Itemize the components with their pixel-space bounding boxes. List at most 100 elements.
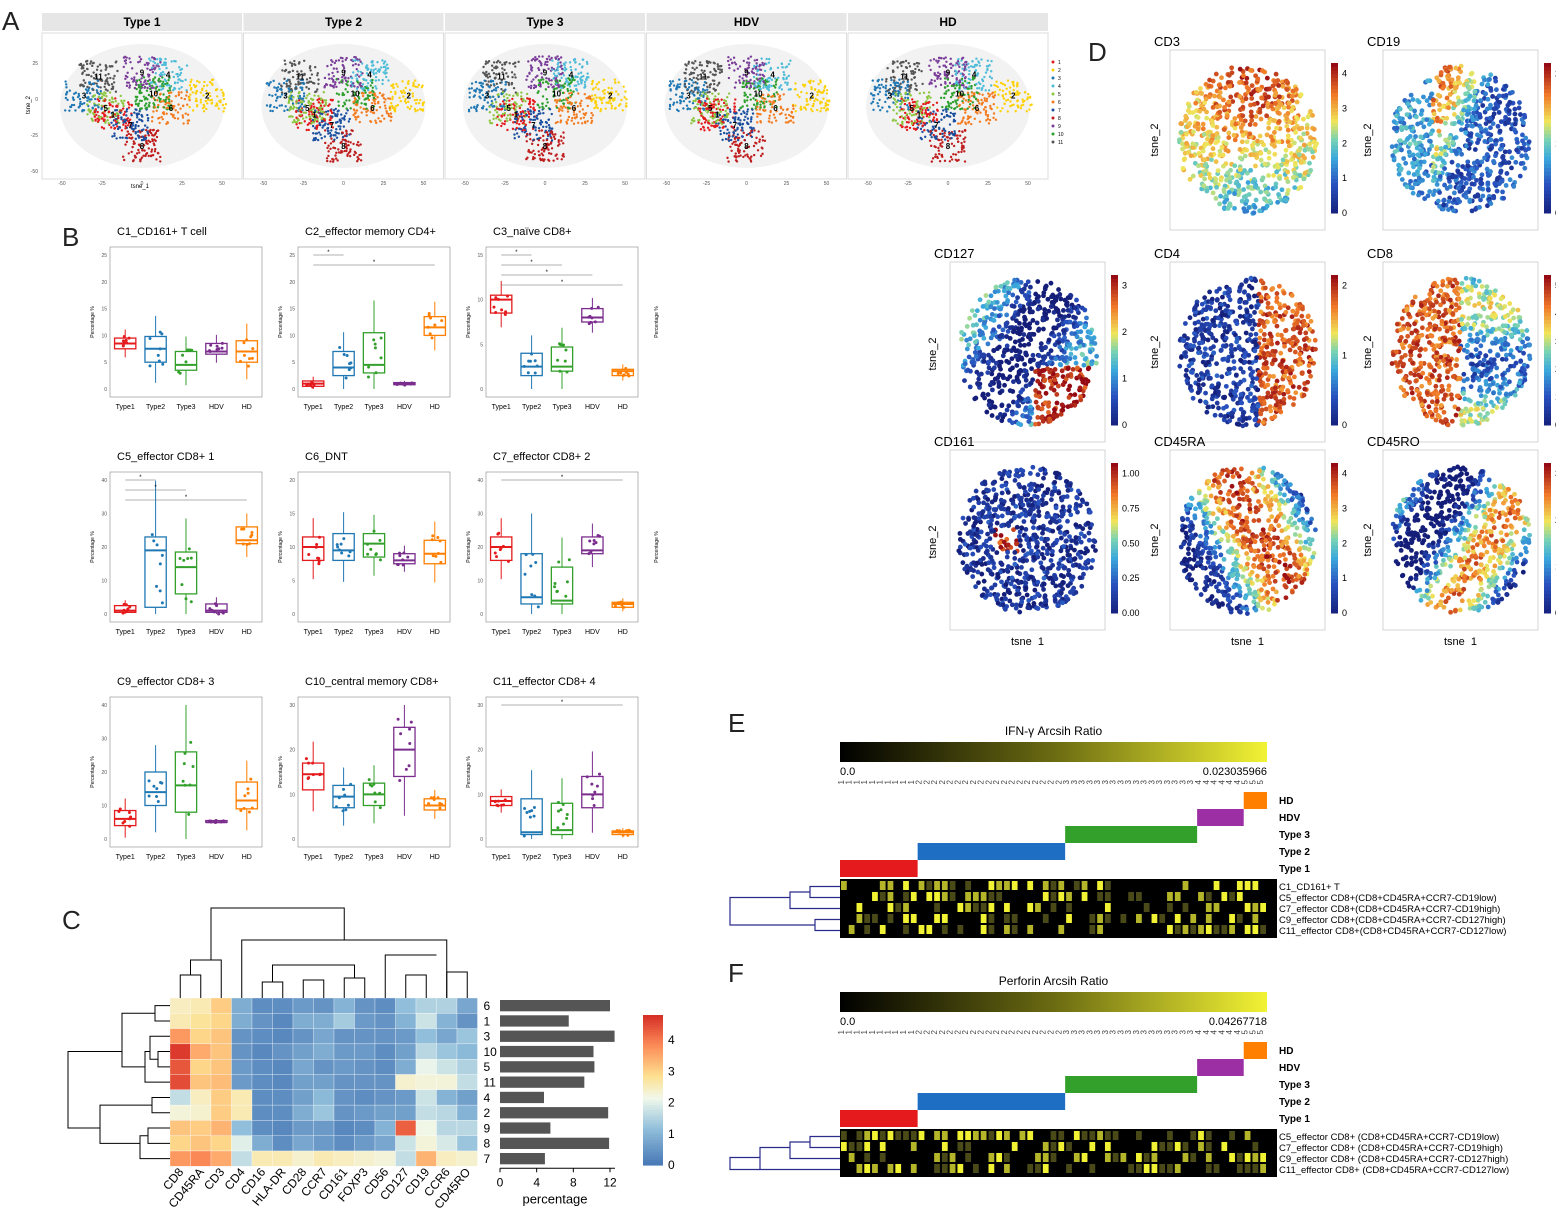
tsne-point [146,116,150,120]
tsne-point [672,84,676,87]
tsne-point [360,92,364,95]
tsne-point [329,84,332,87]
tsne-point [541,105,544,108]
tsne-point [327,150,330,153]
data-point [221,611,225,615]
tsne-point [167,101,171,105]
tsne-point [334,81,337,84]
tsne-point [717,112,720,115]
tsne-point [144,102,148,105]
tsne-point [341,93,344,97]
tsne-point [755,62,758,65]
x-tick-label: 0 [544,181,547,187]
tsne-point [297,99,301,102]
tsne-point [107,110,111,114]
x-tick-label: 25 [381,181,387,187]
tsne-point [164,57,167,61]
tsne-point [501,67,504,70]
tsne-point [385,75,388,79]
tsne-point [383,104,387,107]
tsne-point [488,75,492,78]
tsne-point [221,103,225,107]
tsne-point [775,91,778,94]
tsne-point [707,97,711,101]
tsne-point [552,135,556,138]
tsne-point [132,79,136,82]
tsne-point [591,98,595,101]
tsne-point [321,110,325,113]
tsne-point [357,158,360,161]
tsne-point [136,116,139,119]
tsne-point [791,104,795,108]
tsne-point [916,65,919,68]
tsne-point [151,115,154,119]
tsne-point [319,123,322,127]
tsne-point [709,111,713,114]
tsne-point [543,158,546,161]
tsne-point [356,80,359,83]
tsne-point [717,100,720,103]
tsne-point [389,90,393,94]
tsne-point [312,107,315,110]
tsne-point [506,96,509,100]
tsne-point [323,119,327,122]
tsne-point [904,86,907,90]
tsne-point [383,117,386,120]
tsne-point [610,96,614,100]
tsne-point [553,74,557,77]
tsne-point [202,110,206,113]
tsne-point [525,78,528,82]
tsne-point [417,101,421,105]
y-tick-label: 10 [289,333,295,339]
tsne-point [760,100,763,103]
tsne-point [302,59,306,62]
tsne-point [751,108,754,111]
tsne-point [326,109,330,113]
tsne-point [728,134,731,137]
tsne-point [545,97,549,101]
tsne-point [113,74,116,78]
data-point [158,347,162,351]
tsne-point [908,65,912,68]
tsne-point [542,134,545,138]
tsne-point [764,85,768,89]
tsne-point [752,153,756,157]
tsne-point [356,99,359,102]
tsne-point [914,82,917,85]
tsne-point [520,112,523,116]
tsne-point [304,111,308,114]
tsne-point [312,105,316,108]
data-point [624,370,628,374]
tsne-point [117,116,120,120]
tsne-point [979,111,982,114]
tsne-point [520,127,523,131]
tsne-point [749,93,752,96]
tsne-point [300,88,304,92]
tsne-point [164,61,168,65]
tsne-point [707,60,711,64]
tsne-point [778,112,782,116]
tsne-point [80,102,84,106]
tsne-point [362,77,365,81]
x-tick-label: 0 [342,181,345,187]
tsne-point [374,75,378,79]
tsne-point [759,82,762,85]
tsne-point [544,104,548,108]
tsne-point [283,109,286,113]
tsne-point [691,101,695,105]
tsne-point [205,89,208,93]
tsne-point [138,99,142,102]
tsne-point [727,160,730,163]
tsne-point [789,88,792,91]
tsne-point [905,113,909,116]
tsne-point [625,102,628,105]
tsne-point [103,85,106,89]
tsne-point [515,105,518,108]
tsne-point [374,121,378,125]
tsne-point [697,86,700,89]
tsne-point [279,95,282,99]
tsne-point [106,89,109,92]
tsne-point [208,91,211,95]
tsne-point [734,112,737,115]
tsne-point [181,114,184,117]
